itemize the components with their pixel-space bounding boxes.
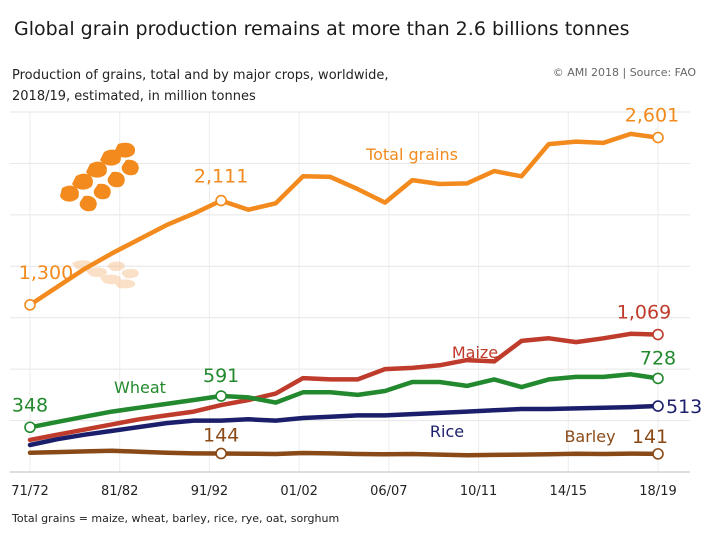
x-tick-label: 91/92 [191,484,228,499]
x-tick-label: 10/11 [460,484,497,499]
x-tick-label: 14/15 [550,484,587,499]
series-line-maize [27,331,661,443]
maize-series-label: Maize [452,343,498,362]
barley-series-label: Barley [564,427,615,446]
x-tick-label: 18/19 [639,484,676,499]
total-grains-start-value: 1,300 [19,262,73,284]
rice-end-marker [652,400,664,412]
chart-subtitle: Production of grains, total and by major… [12,65,492,107]
wheat-end-value: 728 [640,347,676,369]
total-grains-start-marker [24,299,36,311]
series-markers [24,131,664,460]
subtitle-line-2: 2018/19, estimated, in million tonnes [12,89,256,104]
series-line-rice [27,403,661,448]
barley-end-value: 141 [632,426,668,448]
rice-series-label: Rice [430,422,464,441]
barley-mid-value: 144 [203,424,239,446]
footnote: Total grains = maize, wheat, barley, ric… [12,512,340,525]
x-tick-label: 81/82 [101,484,138,499]
series-line-total-grains [27,131,661,308]
total-grains-mid-marker [215,194,227,207]
chart-labels: 1,300 2,111 2,601 Total grains 1,069 Maize 348… [12,105,702,448]
total-grains-end-value: 2,601 [625,105,679,127]
series-line-wheat [27,372,661,430]
wheat-ear-icon [60,142,139,289]
wheat-start-marker [24,421,36,434]
series-line-barley [27,448,661,458]
maize-end-value: 1,069 [617,302,671,324]
subtitle-line-1: Production of grains, total and by major… [12,68,389,83]
total-grains-mid-value: 2,111 [194,166,248,188]
source-note: © AMI 2018 | Source: FAO [552,66,696,79]
x-tick-label: 71/72 [11,484,48,499]
series-lines [27,131,661,458]
wheat-start-value: 348 [12,394,48,416]
wheat-series-label: Wheat [114,378,166,397]
barley-end-marker [652,448,664,460]
wheat-end-marker [652,372,664,385]
wheat-mid-marker [215,390,227,402]
x-tick-label: 01/02 [280,484,317,499]
wheat-mid-value: 591 [203,365,239,387]
rice-end-value: 513 [666,396,702,418]
maize-end-marker [652,328,664,341]
total-grains-series-label: Total grains [365,145,458,164]
x-axis-ticks: 71/72 81/82 91/92 01/02 06/07 10/11 14/15 18/19 [11,484,676,499]
x-tick-label: 06/07 [370,484,407,499]
page-title: Global grain production remains at more … [14,18,630,40]
barley-mid-marker [215,447,227,460]
total-grains-end-marker [652,131,664,144]
